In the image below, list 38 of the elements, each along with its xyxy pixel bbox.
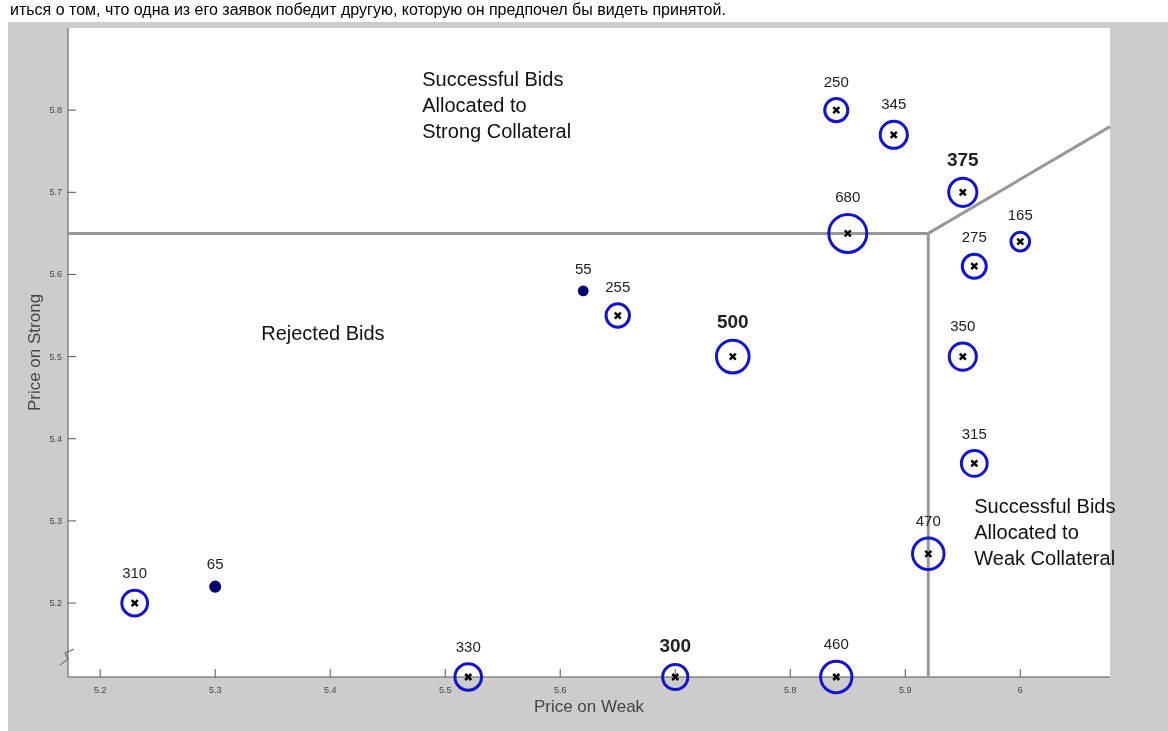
y-tick-label: 5.3: [49, 515, 62, 526]
y-tick-label: 5.5: [49, 351, 62, 362]
x-tick-label: 5.8: [784, 685, 797, 695]
y-tick-label: 5.6: [49, 269, 62, 280]
text: иться о том, что одна из его заявок победит другую, которую он предпочел бы видеть принятой.: [10, 1, 726, 18]
x-axis-title: Price on Weak: [533, 697, 645, 716]
annotation: 460: [823, 635, 849, 653]
annotation: Rejected Bids: [261, 322, 385, 345]
annotation: 470: [915, 511, 941, 529]
annotation: 350: [950, 317, 976, 335]
x-tick-label: 5.4: [323, 685, 337, 695]
y-tick-label: 5.8: [49, 105, 62, 116]
annotation: 65: [206, 554, 224, 572]
annotation: 255: [605, 277, 631, 295]
x-tick-label: 5.6: [553, 685, 567, 695]
annotation: 250: [823, 72, 849, 90]
annotation: 300: [659, 635, 692, 657]
annotation: 375: [946, 149, 980, 171]
annotation: Successful Bids Allocated to Strong Collateral: [422, 67, 572, 142]
x-tick-label: 5.2: [93, 685, 107, 695]
y-tick-label: 5.7: [49, 187, 62, 198]
x-tick-label: 5.5: [438, 685, 452, 695]
x-tick-label: 5.9: [899, 685, 912, 695]
annotation: 330: [455, 637, 481, 655]
annotation: 345: [881, 95, 907, 113]
x-tick-label: 5.3: [208, 685, 222, 695]
annotation: 315: [961, 424, 987, 442]
y-tick-label: 5.4: [49, 433, 62, 444]
annotation: 165: [1007, 206, 1033, 224]
annotation: 500: [716, 311, 749, 333]
y-tick-label: 5.2: [49, 598, 62, 609]
annotation: 680: [835, 188, 861, 206]
annotation: Successful Bids Allocated to Weak Collateral: [974, 494, 1116, 569]
x-tick-label: 6: [1017, 685, 1023, 695]
y-axis-title: Price on Strong: [25, 293, 44, 412]
annotation: 275: [961, 228, 987, 246]
annotation: 55: [574, 259, 592, 277]
annotation: 310: [122, 564, 148, 582]
